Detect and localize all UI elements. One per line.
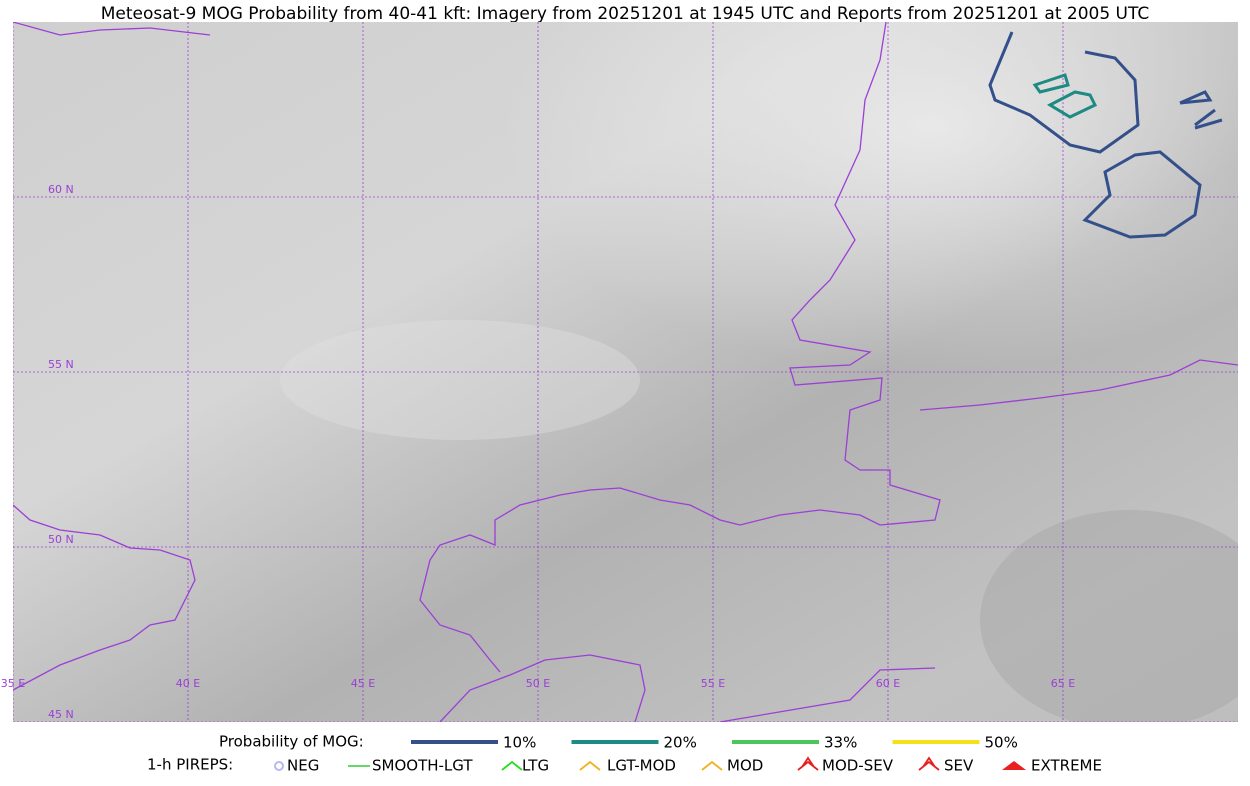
legend-icon (918, 756, 940, 771)
lon-label: 50 E (526, 677, 550, 690)
legend-label: NEG (287, 757, 319, 775)
map-title: Meteosat-9 MOG Probability from 40-41 kf… (101, 4, 1150, 24)
cloud-band (280, 320, 640, 440)
contour-10 (1082, 150, 1202, 239)
contour-10 (1179, 90, 1223, 130)
legend-title: 1-h PIREPS: (147, 756, 233, 774)
lon-label: 45 E (351, 677, 375, 690)
lat-label: 45 N (48, 708, 74, 721)
lat-label: 50 N (48, 533, 74, 546)
lat-label: 60 N (48, 183, 74, 196)
coastline (719, 667, 936, 722)
contour-10 (988, 31, 1140, 154)
legend-icon (1002, 761, 1026, 770)
legend-icon (701, 760, 723, 771)
legend-label: LGT-MOD (607, 757, 676, 775)
cloud-swirl (980, 510, 1238, 722)
lat-label: 55 N (48, 358, 74, 371)
lon-label: 55 E (701, 677, 725, 690)
lon-label: 35 E (1, 677, 25, 690)
legend-label: MOD (727, 757, 763, 775)
coastline (439, 654, 646, 722)
legend-label: 10% (503, 734, 536, 752)
legend-icon (797, 756, 819, 771)
lon-label: 60 E (876, 677, 900, 690)
mog-contours (988, 31, 1223, 239)
map-area (13, 22, 1238, 722)
coastline (13, 504, 196, 691)
legend-label: 50% (985, 734, 1018, 752)
graticule (13, 22, 1238, 722)
coastline (419, 22, 941, 673)
legend-label: EXTREME (1031, 757, 1102, 775)
lon-label: 65 E (1051, 677, 1075, 690)
legend-label: SEV (944, 757, 974, 775)
legend-label: 20% (664, 734, 697, 752)
coastline (919, 359, 1238, 411)
contour-20 (1032, 73, 1098, 119)
legend-title: Probability of MOG: (219, 733, 364, 751)
legend-label: LTG (522, 757, 549, 775)
coastline (13, 22, 211, 36)
legend: 10% 20% 33% 50% NEG SMOOTH-LGT LTG LGT-MOD MOD MO… (274, 734, 1102, 775)
legend-icon (274, 761, 284, 771)
legend-icon (579, 760, 601, 771)
lon-label: 40 E (176, 677, 200, 690)
legend-label: 33% (824, 734, 857, 752)
legend-label: SMOOTH-LGT (372, 757, 473, 775)
legend-label: MOD-SEV (822, 757, 894, 775)
legend-icon (501, 760, 523, 771)
